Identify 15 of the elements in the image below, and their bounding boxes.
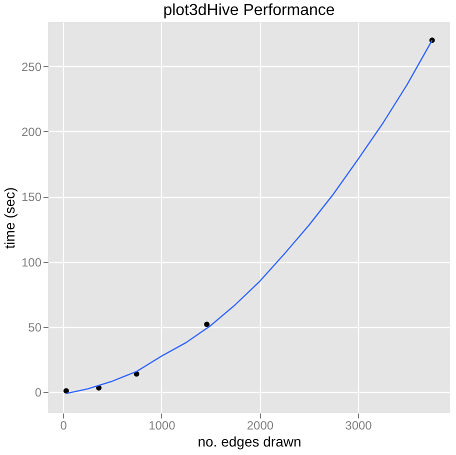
y-tick-label: 150 bbox=[21, 190, 42, 204]
chart-title: plot3dHive Performance bbox=[163, 2, 335, 19]
x-axis-title: no. edges drawn bbox=[198, 434, 302, 450]
x-tick-label: 2000 bbox=[246, 418, 274, 432]
y-tick-label: 200 bbox=[21, 124, 42, 139]
y-tick-label: 50 bbox=[28, 320, 42, 334]
y-axis-title: time (sec) bbox=[1, 187, 18, 249]
point bbox=[63, 388, 69, 394]
x-tick-label: 0 bbox=[60, 418, 68, 432]
x-tick-label: 3000 bbox=[345, 418, 372, 432]
y-tick-label: 0 bbox=[34, 386, 42, 400]
y-tick-label: 100 bbox=[21, 255, 42, 270]
y-tick-label: 250 bbox=[21, 60, 42, 74]
x-tick-label: 1000 bbox=[148, 418, 176, 432]
point bbox=[204, 322, 210, 328]
